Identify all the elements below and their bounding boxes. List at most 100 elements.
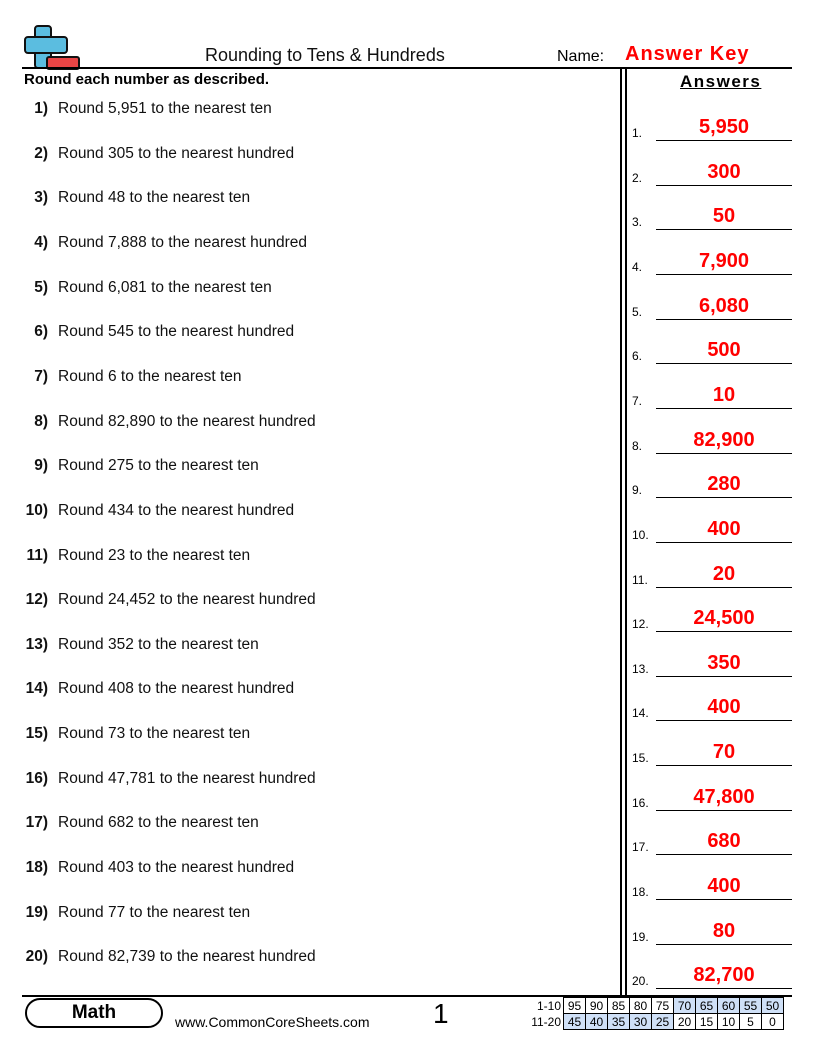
score-row: 11-20 45 40 35 30 25 20 15 10 5 0 (528, 1013, 784, 1030)
question-number: 15) (25, 725, 48, 743)
answer-item: 2. 300 (632, 155, 792, 186)
answer-number: 3. (632, 215, 643, 230)
answer-number: 12. (632, 617, 649, 632)
answer-value: 50 (712, 205, 736, 228)
question-item: 13) Round 352 to the nearest ten (0, 636, 259, 654)
question-item: 2) Round 305 to the nearest hundred (0, 145, 294, 163)
name-label: Name: (557, 48, 605, 65)
logo-minus-icon (46, 56, 80, 70)
answer-number: 16. (632, 795, 649, 810)
footer-divider (22, 995, 792, 997)
score-cell: 0 (761, 1013, 784, 1030)
answer-value: 350 (707, 651, 741, 674)
score-cell: 60 (717, 997, 740, 1014)
score-row-label: 11-20 (531, 1014, 561, 1029)
answer-number: 4. (632, 259, 643, 274)
answer-number: 13. (632, 661, 649, 676)
question-number: 5) (34, 278, 48, 296)
answer-line (656, 140, 792, 141)
question-item: 12) Round 24,452 to the nearest hundred (0, 591, 316, 609)
question-text: Round 682 to the nearest ten (58, 814, 259, 832)
answer-item: 15. 70 (632, 735, 792, 767)
question-text: Round 305 to the nearest hundred (58, 144, 295, 162)
score-row-label: 1-10 (536, 998, 561, 1013)
score-cell: 90 (585, 997, 608, 1014)
instructions: Round each number as described. (24, 71, 270, 88)
answer-line (656, 943, 792, 945)
answer-value: 82,700 (693, 964, 755, 987)
answer-value: 82,900 (693, 428, 755, 451)
answer-value: 500 (707, 339, 741, 362)
answer-line (656, 899, 792, 901)
score-table: 1-10 95 90 85 80 75 70 65 60 55 50 11-20 45 40 35 30 25 2… (528, 997, 784, 1030)
question-number: 14) (25, 680, 48, 698)
column-divider (620, 68, 622, 996)
page-number: 1 (433, 998, 449, 1029)
answer-value: 6,080 (698, 294, 750, 317)
answer-number: 18. (632, 885, 649, 900)
worksheet-title: Rounding to Tens & Hundreds (205, 45, 445, 65)
answer-value: 47,800 (693, 785, 755, 808)
question-number: 9) (34, 457, 48, 475)
answer-value: 20 (712, 562, 736, 585)
answer-line (656, 363, 792, 365)
question-text: Round 434 to the nearest hundred (58, 501, 295, 519)
question-number: 1) (34, 100, 48, 117)
answer-line (656, 765, 792, 767)
answer-line (656, 318, 792, 320)
question-number: 17) (25, 814, 48, 832)
question-number: 2) (34, 144, 48, 162)
question-text: Round 7,888 to the nearest hundred (58, 233, 308, 251)
answer-item: 14. 400 (632, 690, 792, 722)
score-cell: 80 (629, 997, 652, 1014)
question-number: 13) (25, 635, 48, 653)
score-cell: 45 (563, 1013, 586, 1030)
answer-number: 1. (632, 126, 643, 140)
score-cell: 40 (585, 1013, 608, 1030)
answer-number: 11. (632, 572, 648, 587)
question-item: 5) Round 6,081 to the nearest ten (0, 279, 272, 297)
answer-item: 4. 7,900 (632, 244, 792, 275)
question-item: 16) Round 47,781 to the nearest hundred (0, 770, 316, 788)
question-number: 20) (25, 948, 48, 966)
website-link[interactable]: www.CommonCoreSheets.com (175, 1014, 370, 1030)
question-text: Round 82,739 to the nearest hundred (58, 948, 316, 966)
column-divider (625, 68, 627, 996)
question-text: Round 73 to the nearest ten (58, 725, 251, 743)
question-text: Round 6 to the nearest ten (58, 367, 242, 385)
score-row: 1-10 95 90 85 80 75 70 65 60 55 50 (528, 997, 784, 1014)
question-item: 17) Round 682 to the nearest ten (0, 814, 259, 832)
answer-line (656, 184, 792, 186)
question-item: 4) Round 7,888 to the nearest hundred (0, 234, 307, 252)
answer-value: 24,500 (693, 607, 755, 630)
answers-heading: Answers (680, 72, 762, 91)
score-cell: 10 (717, 1013, 740, 1030)
score-cell: 35 (607, 1013, 630, 1030)
score-cell: 25 (651, 1013, 674, 1030)
question-text: Round 24,452 to the nearest hundred (58, 591, 316, 609)
answer-number: 20. (632, 974, 649, 989)
score-cell: 70 (673, 997, 696, 1014)
answer-item: 9. 280 (632, 467, 792, 499)
answer-value: 70 (712, 741, 736, 764)
question-text: Round 82,890 to the nearest hundred (58, 412, 316, 430)
score-cell: 15 (695, 1013, 718, 1030)
question-item: 18) Round 403 to the nearest hundred (0, 859, 295, 877)
score-cell: 95 (563, 997, 586, 1014)
question-text: Round 5,951 to the nearest ten (58, 100, 272, 117)
answer-value: 400 (707, 696, 741, 719)
answer-item: 19. 80 (632, 914, 792, 945)
question-text: Round 275 to the nearest ten (58, 457, 259, 475)
answer-line (656, 988, 792, 990)
answer-line (656, 809, 792, 811)
score-cell: 5 (739, 1013, 762, 1030)
answer-item: 7. 10 (632, 378, 792, 409)
answer-value: 680 (707, 830, 741, 853)
answer-number: 15. (632, 751, 649, 766)
answer-line (656, 452, 792, 454)
name-value: Answer Key (625, 43, 750, 65)
answer-item: 13. 350 (632, 646, 792, 677)
question-number: 18) (25, 859, 48, 877)
answer-line (656, 229, 792, 231)
answer-value: 400 (707, 517, 741, 540)
